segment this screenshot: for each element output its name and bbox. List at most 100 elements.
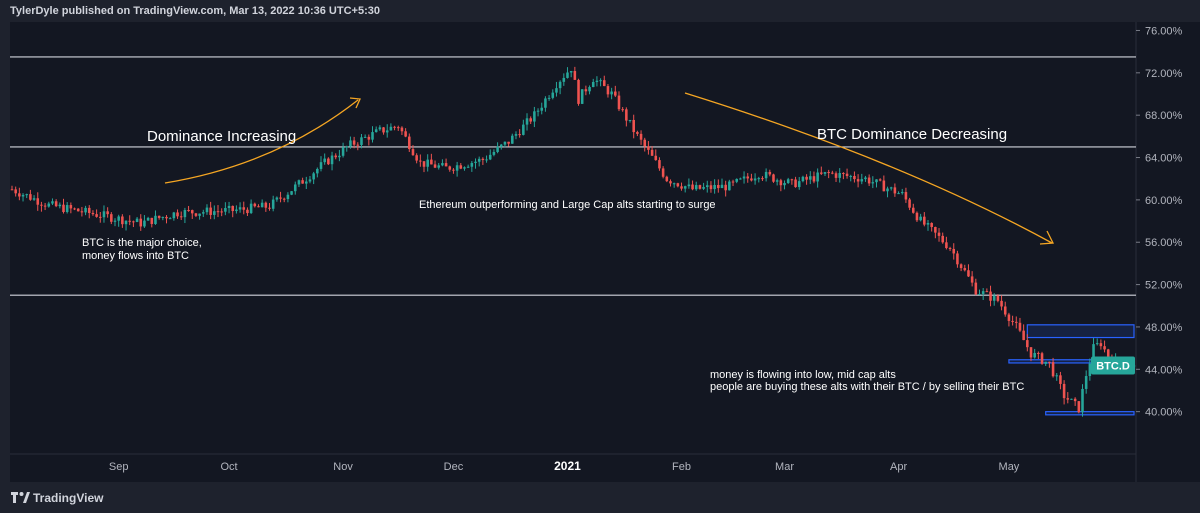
zone-box[interactable]	[1045, 411, 1135, 416]
candlestick-series	[10, 66, 1136, 417]
candle	[558, 80, 562, 95]
horizontal-levels	[10, 56, 1136, 296]
candle	[1077, 401, 1081, 414]
candle	[18, 187, 21, 201]
candle	[352, 136, 356, 149]
candle	[121, 214, 124, 228]
ticker-badge[interactable]: BTC.D	[1091, 356, 1135, 375]
candle	[47, 201, 51, 208]
candle	[411, 145, 415, 156]
ticker-badge-bg	[1091, 356, 1135, 375]
candle	[382, 127, 385, 135]
y-tick-label: 68.00%	[1145, 110, 1183, 122]
candle	[338, 149, 341, 162]
candle	[746, 173, 750, 183]
candle	[941, 232, 944, 244]
candle	[764, 168, 768, 182]
price-axis[interactable]	[1136, 22, 1200, 482]
candle	[260, 199, 264, 208]
candle	[584, 85, 588, 96]
candle	[757, 176, 761, 183]
candle	[459, 163, 463, 170]
candle	[172, 211, 176, 221]
candle	[168, 217, 172, 220]
candle	[1099, 339, 1103, 350]
candle	[507, 141, 510, 147]
x-tick-label: 2021	[554, 459, 581, 473]
candle	[952, 243, 956, 260]
candle	[989, 285, 992, 307]
candle	[396, 125, 400, 131]
candle	[724, 180, 727, 197]
candle	[562, 73, 566, 86]
candle	[628, 119, 632, 123]
candle	[477, 156, 481, 167]
candle	[518, 129, 521, 138]
candle	[525, 113, 529, 131]
candle	[1007, 312, 1011, 327]
candle	[838, 168, 841, 183]
candle	[25, 193, 28, 199]
candle	[540, 102, 544, 115]
candle	[58, 202, 62, 209]
candle	[823, 171, 827, 177]
candle	[202, 209, 205, 218]
candle	[132, 220, 135, 228]
candle	[327, 157, 330, 166]
tradingview-brand-label: TradingView	[33, 491, 104, 505]
candle	[713, 179, 716, 194]
support-resistance-zones	[1008, 324, 1135, 416]
candle	[110, 212, 113, 225]
candle	[143, 215, 146, 228]
candle	[54, 199, 58, 208]
candle	[908, 197, 911, 211]
candle	[709, 181, 713, 193]
candle	[268, 203, 271, 211]
annotation-btc-dominance-decreasing: BTC Dominance Decreasing	[817, 126, 1007, 143]
candle	[797, 177, 801, 190]
candle	[374, 126, 378, 133]
plot-area[interactable]	[10, 22, 1136, 482]
x-tick-label: Feb	[672, 461, 691, 473]
candle	[290, 190, 293, 196]
candle	[102, 205, 106, 223]
candle	[647, 141, 650, 155]
candle	[588, 85, 591, 95]
candle	[602, 75, 606, 87]
candle	[14, 186, 17, 197]
candle	[812, 171, 816, 184]
candle	[146, 216, 150, 221]
candle	[488, 149, 492, 161]
candle	[308, 176, 312, 184]
candle	[577, 78, 580, 106]
candle	[227, 201, 231, 214]
candle	[742, 171, 746, 184]
candle	[470, 161, 474, 172]
candle	[934, 226, 937, 239]
candle	[400, 126, 404, 136]
candle	[249, 199, 253, 215]
candle	[926, 219, 930, 231]
candle	[967, 264, 970, 277]
candle	[842, 172, 845, 180]
candle	[205, 204, 209, 215]
zone-box[interactable]	[1026, 324, 1135, 339]
x-tick-label: Apr	[890, 461, 907, 473]
candle	[124, 220, 128, 231]
candle	[853, 171, 856, 183]
candle	[301, 177, 304, 184]
candle	[209, 201, 212, 220]
candle	[717, 179, 720, 193]
annotation-btc-major-choice-line2: money flows into BTC	[82, 250, 189, 262]
candle	[555, 81, 558, 97]
candle	[433, 160, 437, 169]
candle	[658, 157, 661, 171]
candle	[32, 195, 36, 201]
candle	[179, 211, 183, 220]
candle	[150, 217, 154, 228]
downtrend-arrow	[684, 92, 1053, 244]
candle	[408, 133, 411, 152]
candle	[783, 180, 786, 190]
tradingview-logo[interactable]: TradingView	[11, 491, 104, 505]
